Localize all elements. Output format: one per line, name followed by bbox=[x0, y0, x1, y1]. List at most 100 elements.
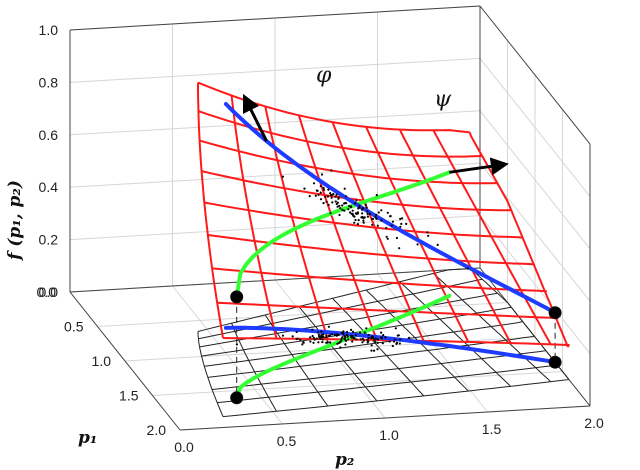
cloud-point bbox=[327, 203, 330, 207]
cloud-point bbox=[354, 202, 357, 205]
cloud-point bbox=[325, 200, 328, 203]
cloud-point bbox=[330, 169, 333, 172]
cloud-point bbox=[376, 341, 379, 344]
surface-mesh-line bbox=[432, 129, 552, 345]
cloud-point bbox=[327, 188, 330, 191]
cloud-point bbox=[405, 222, 408, 225]
cloud-point bbox=[371, 335, 374, 338]
x-tick-label: 1.5 bbox=[482, 421, 502, 437]
x-tick-label: 2.0 bbox=[584, 415, 604, 431]
cloud-point bbox=[390, 224, 393, 227]
cloud-point bbox=[295, 330, 298, 334]
cloud-point bbox=[355, 199, 358, 202]
cloud-point bbox=[354, 212, 357, 215]
axis-line bbox=[179, 405, 591, 431]
cloud-point bbox=[374, 337, 377, 340]
cloud-point bbox=[371, 217, 375, 220]
cloud-point bbox=[366, 212, 369, 215]
cloud-point bbox=[436, 243, 439, 246]
cloud-point bbox=[344, 339, 348, 342]
cloud-point bbox=[366, 341, 369, 344]
cloud-point bbox=[380, 209, 383, 212]
cloud-point bbox=[303, 187, 306, 190]
floor-mesh-line bbox=[217, 363, 558, 404]
cloud-point bbox=[342, 332, 345, 335]
cloud-point bbox=[296, 337, 299, 340]
cloud-point bbox=[341, 204, 344, 207]
surface-mesh-line bbox=[204, 201, 523, 239]
axis-line bbox=[479, 5, 591, 145]
cloud-point bbox=[343, 187, 346, 190]
cloud-point bbox=[317, 331, 320, 334]
cloud-point bbox=[321, 338, 324, 341]
cloud-point bbox=[361, 215, 364, 219]
cloud-point bbox=[365, 206, 368, 209]
cloud-point bbox=[325, 341, 328, 344]
cloud-point bbox=[362, 207, 365, 210]
cloud-point bbox=[312, 341, 315, 344]
phi-arrow bbox=[242, 93, 268, 142]
cloud-point bbox=[325, 334, 328, 337]
cloud-point bbox=[374, 340, 377, 343]
cloud-point bbox=[389, 215, 392, 218]
cloud-point bbox=[399, 217, 402, 220]
cloud-point bbox=[329, 341, 332, 344]
cloud-point bbox=[398, 247, 401, 250]
red-surface-mesh bbox=[197, 81, 570, 348]
cloud-point bbox=[377, 211, 380, 214]
z-tick-label: 0.8 bbox=[39, 74, 59, 90]
cloud-point bbox=[373, 338, 376, 341]
cloud-point bbox=[397, 334, 400, 337]
cloud-point bbox=[359, 338, 362, 341]
cloud-point bbox=[338, 213, 341, 217]
cloud-point bbox=[375, 217, 378, 220]
cloud-point bbox=[309, 340, 312, 343]
x-tick-label: 1.0 bbox=[379, 427, 399, 443]
cloud-point bbox=[391, 344, 394, 348]
x-axis-label: p₂ bbox=[335, 450, 354, 470]
z-tick-label: 1.0 bbox=[39, 22, 59, 38]
y-tick-label: 0.5 bbox=[64, 319, 84, 335]
y-tick-label: 1.5 bbox=[119, 388, 139, 404]
cloud-point bbox=[345, 333, 348, 337]
cloud-point bbox=[341, 208, 344, 211]
cloud-point bbox=[394, 327, 397, 330]
cloud-point bbox=[336, 205, 339, 208]
cloud-point bbox=[354, 218, 357, 222]
cloud-point bbox=[347, 208, 350, 211]
endpoint-marker bbox=[548, 355, 562, 369]
cloud-point bbox=[331, 201, 334, 204]
cloud-point bbox=[386, 237, 389, 240]
floor-mesh-line bbox=[433, 273, 552, 383]
cloud-point bbox=[398, 342, 401, 345]
cloud-point bbox=[351, 340, 354, 343]
cloud-point bbox=[335, 334, 338, 337]
cloud-point bbox=[356, 211, 359, 214]
cloud-point bbox=[373, 349, 376, 352]
axis-box bbox=[69, 5, 591, 431]
phi-label: φ bbox=[316, 63, 332, 88]
x-tick-label: 0.0 bbox=[174, 439, 194, 455]
cloud-point bbox=[362, 339, 365, 342]
cloud-point bbox=[364, 203, 367, 206]
cloud-point bbox=[382, 334, 385, 337]
cloud-point bbox=[384, 336, 387, 339]
cloud-point bbox=[380, 331, 383, 334]
cloud-point bbox=[325, 336, 328, 339]
cloud-point bbox=[347, 338, 350, 341]
cloud-point bbox=[395, 342, 398, 345]
endpoint-marker bbox=[230, 391, 244, 405]
z-tick-label: 0.4 bbox=[39, 179, 59, 195]
cloud-point bbox=[351, 209, 354, 212]
cloud-point bbox=[394, 338, 397, 341]
cloud-point bbox=[353, 215, 356, 218]
blue-curve bbox=[223, 102, 558, 315]
cloud-point bbox=[317, 333, 320, 336]
surface-mesh-line bbox=[197, 82, 224, 339]
cloud-point bbox=[358, 204, 361, 207]
blue-curve bbox=[223, 325, 558, 365]
cloud-point bbox=[366, 215, 369, 218]
cloud-point bbox=[416, 243, 419, 246]
cloud-point bbox=[344, 195, 348, 198]
